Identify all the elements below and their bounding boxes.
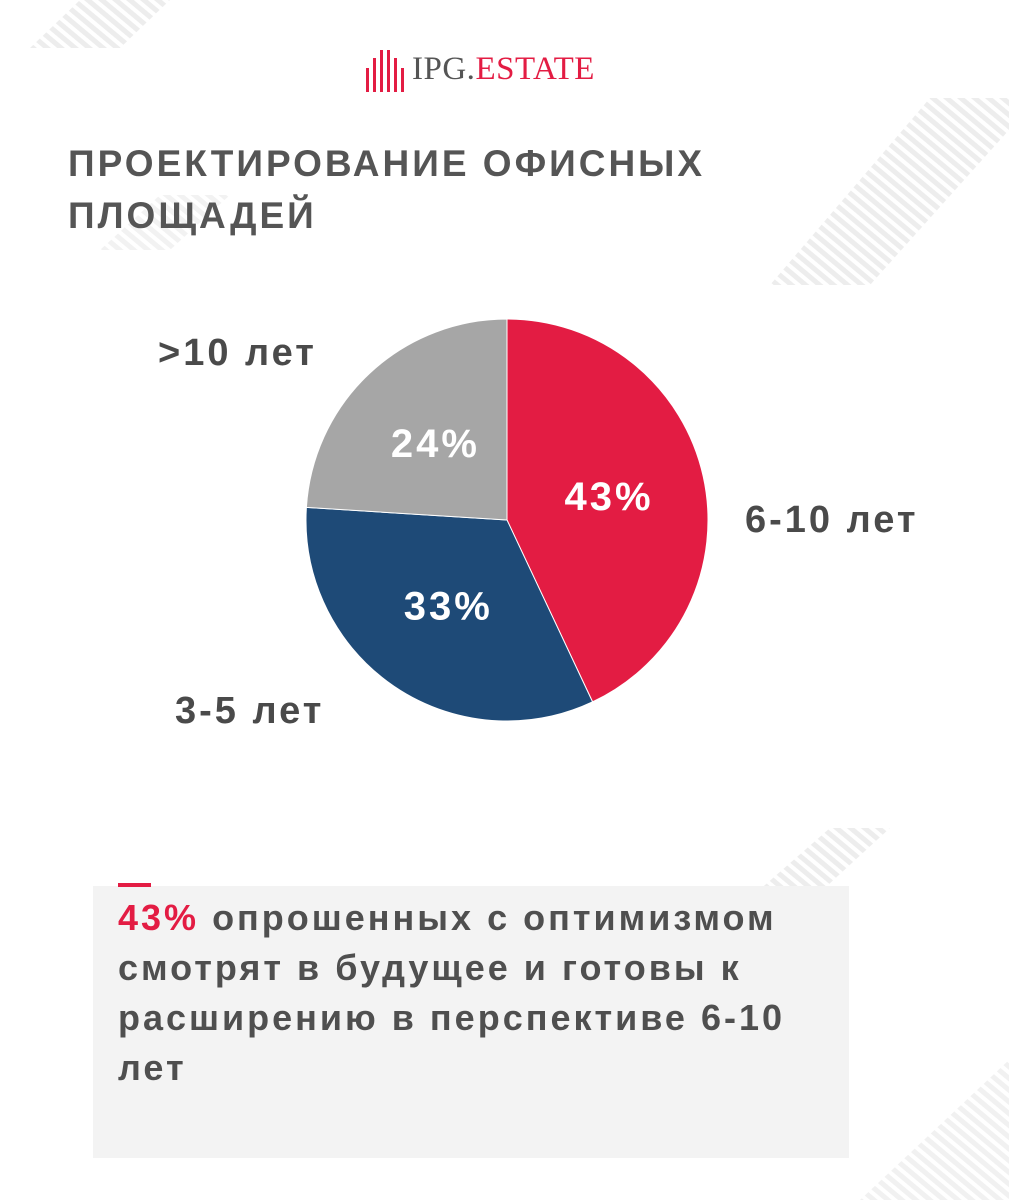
pie-value-label-6-10: 43% bbox=[564, 475, 653, 519]
brand-logo: IPG.ESTATE bbox=[364, 44, 595, 94]
category-label-3-5: 3-5 лет bbox=[175, 690, 325, 732]
pie-slice-3-5 bbox=[305, 506, 594, 722]
summary-text: 43% опрошенных с оптимизмом смотрят в бу… bbox=[118, 893, 838, 1093]
category-label-6-10: 6-10 лет bbox=[745, 499, 919, 541]
brand-name-accent: ESTATE bbox=[475, 50, 595, 87]
category-label-over-10: >10 лет bbox=[158, 332, 317, 374]
pie-slice-6-10 bbox=[506, 318, 709, 703]
page-title: ПРОЕКТИРОВАНИЕ ОФИСНЫХ ПЛОЩАДЕЙ bbox=[68, 143, 706, 236]
pie-slice-over-10 bbox=[305, 318, 508, 521]
building-columns-icon bbox=[366, 50, 404, 92]
brand-name: IPG.ESTATE bbox=[412, 50, 595, 87]
brand-name-primary: IPG. bbox=[412, 50, 476, 87]
summary-highlight: 43% bbox=[118, 897, 200, 938]
summary-accent-bar bbox=[118, 883, 151, 887]
summary-box bbox=[93, 886, 849, 1158]
summary-body: опрошенных с оптимизмом смотрят в будуще… bbox=[118, 897, 785, 1088]
pie-value-label-over-10: 24% bbox=[391, 422, 480, 466]
pie-value-label-3-5: 33% bbox=[404, 584, 493, 628]
